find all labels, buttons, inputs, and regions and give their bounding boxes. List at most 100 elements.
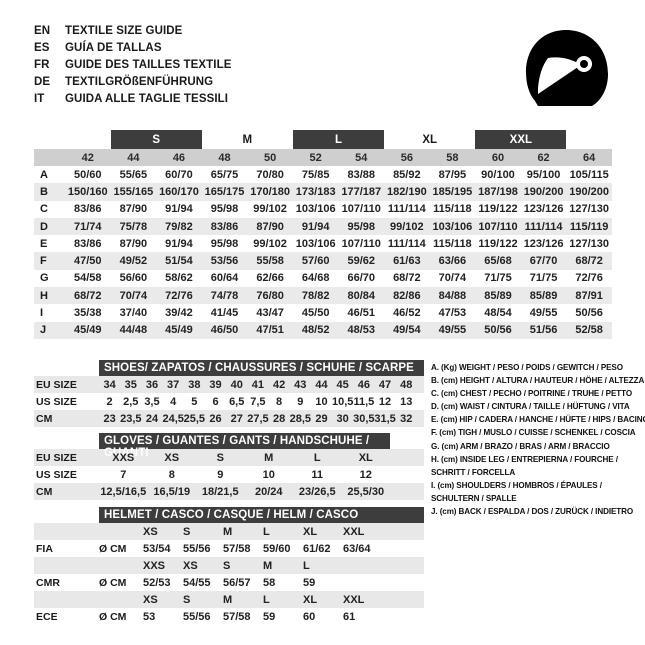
title-lang-fr: FR (34, 59, 50, 71)
table-cell: 10,5 (331, 395, 354, 408)
table-cell: 41 (251, 378, 265, 391)
cell-i-64: 50/56 (575, 307, 603, 320)
cell-c-42: 83/86 (74, 203, 102, 216)
cell-b-62: 190/200 (523, 185, 564, 198)
cell-b-52: 173/183 (295, 185, 336, 198)
cell-i-42: 35/38 (74, 307, 102, 320)
table-row: US SIZE 2 2,5 3,5 4 5 6 6,5 7,5 8 9 10 10,5 11,5 12 13 (34, 393, 424, 410)
cell-d-58: 103/106 (432, 220, 473, 233)
legend-line: E. (cm) HIP / CADERA / HANCHE / HÜFTE / … (431, 415, 645, 425)
cell-j-44: 44/48 (119, 324, 148, 337)
cell-b-58: 185/195 (432, 185, 473, 198)
table-cell: 31,5 (374, 412, 396, 425)
helmet-unit-spacer (99, 557, 141, 574)
title-row-en: EN TEXTILE SIZE GUIDE (34, 25, 232, 38)
cell-f-58: 63/66 (438, 255, 467, 268)
helmet-unit-label: Ø CM (99, 576, 127, 589)
cell-a-58: 87/95 (438, 168, 467, 181)
helmet-size-label: L (303, 559, 310, 572)
title-lang-de: DE (34, 76, 51, 88)
helmet-table-body: XS S M L XL XXL FIA Ø CM 53/54 55/56 57/58 59/60 61/… (34, 523, 424, 625)
cell-d-62: 111/114 (524, 220, 563, 233)
cell-a-64: 105/115 (569, 168, 609, 181)
helmet-standard-fia: FIA (36, 542, 53, 555)
cell-a-42: 50/60 (74, 168, 102, 181)
gloves-table: GLOVES / GUANTES / GANTS / HANDSCHUHE / … (34, 433, 424, 500)
helmet-unit-spacer (99, 591, 141, 608)
table-cell: 42 (272, 378, 286, 391)
helmet-size-row-spacer (34, 523, 99, 540)
cell-j-46: 45/49 (165, 324, 193, 337)
cell-j-54: 48/53 (347, 324, 376, 337)
table-cell: 16,5/19 (153, 485, 191, 498)
table-cell: 12,5/16,5 (100, 485, 147, 498)
table-cell: 6,5 (229, 395, 245, 408)
numeric-size-42: 42 (81, 151, 94, 164)
size-band-xxl: XXL (475, 130, 567, 149)
table-row: CMR Ø CM 52/53 54/55 56/57 58 59 (34, 574, 424, 591)
table-cell: 10 (262, 468, 275, 481)
cell-b-54: 177/187 (341, 185, 382, 198)
row-label-eu-size: EU SIZE (36, 451, 77, 464)
cell-h-56: 82/86 (393, 289, 421, 302)
cell-b-42: 150/160 (67, 185, 108, 198)
cell-d-48: 83/86 (210, 220, 239, 233)
cell-j-62: 51/56 (529, 324, 558, 337)
gloves-table-heading: GLOVES / GUANTES / GANTS / HANDSCHUHE / … (99, 433, 390, 459)
table-cell: 34 (103, 378, 116, 391)
table-cell: 9 (217, 468, 224, 481)
table-cell: 54/55 (183, 576, 211, 589)
cell-h-64: 87/91 (575, 289, 603, 302)
title-row-fr: FR GUIDE DES TAILLES TEXTILE (34, 59, 232, 72)
table-cell: 60 (303, 610, 316, 623)
table-cell: 23 (103, 412, 116, 425)
cell-e-60: 119/122 (478, 237, 518, 250)
table-cell: XXS (112, 451, 135, 464)
cell-h-44: 70/74 (119, 289, 148, 302)
numeric-size-56: 56 (400, 151, 413, 164)
row-label-j: J (40, 324, 47, 337)
helmet-size-label: XS (143, 525, 158, 538)
table-row: H 68/72 70/74 72/76 74/78 76/80 78/82 80/84 82/8… (34, 287, 612, 305)
table-cell: 29 (315, 412, 328, 425)
cell-j-50: 47/51 (256, 324, 284, 337)
table-cell: 7 (120, 468, 127, 481)
helmet-size-label: XL (303, 525, 318, 538)
helmet-standard-ece: ECE (36, 610, 58, 623)
cell-j-58: 49/55 (438, 324, 467, 337)
legend-line: A. (Kg) WEIGHT / PESO / POIDS / GEWITCH … (431, 363, 623, 372)
cell-g-42: 54/58 (74, 272, 102, 285)
table-cell: 9 (297, 395, 304, 408)
cell-i-52: 45/50 (301, 307, 330, 320)
legend-line: I. (cm) SHOULDERS / HOMBROS / ÉPAULES / (431, 480, 602, 490)
cell-a-54: 83/88 (347, 168, 376, 181)
table-cell: 46 (357, 378, 370, 391)
table-cell: 26 (209, 412, 222, 425)
size-band-xl: XL (422, 133, 438, 146)
table-cell: 3,5 (144, 395, 160, 408)
cell-b-48: 165/175 (204, 185, 245, 198)
cell-a-56: 85/92 (393, 168, 421, 181)
cell-j-56: 49/54 (393, 324, 421, 337)
size-band-m: M (242, 133, 253, 146)
cell-j-52: 48/52 (301, 324, 330, 337)
cell-a-46: 60/70 (165, 168, 193, 181)
table-row: F 47/50 49/52 51/54 53/56 55/58 57/60 59/62 61/6… (34, 252, 612, 270)
shoes-table-heading: SHOES/ ZAPATOS / CHAUSSURES / SCHUHE / S… (99, 360, 424, 376)
cell-d-44: 75/78 (119, 220, 148, 233)
table-cell: 8 (168, 468, 175, 481)
legend-line: SCHULTERN / SPALLE (431, 493, 517, 503)
legend-line: H. (cm) INSIDE LEG / ENTREPIERNA / FOURC… (431, 454, 618, 464)
table-cell: 37 (167, 378, 180, 391)
helmet-size-label: XL (303, 593, 318, 606)
helmet-size-label (341, 557, 381, 574)
title-row-de: DE TEXTILGRÖßENFÜHRUNG (34, 76, 232, 89)
row-label-b: B (40, 185, 48, 198)
helmet-table: HELMET / CASCO / CASQUE / HELM / CASCO X… (34, 507, 424, 625)
table-cell: S (216, 451, 224, 464)
row-label-cm: CM (36, 412, 53, 425)
table-cell: M (264, 451, 274, 464)
row-label-us-size: US SIZE (36, 468, 77, 481)
cell-j-64: 52/58 (575, 324, 603, 337)
legend-line: C. (cm) CHEST / PECHO / POITRINE / TRUHE… (431, 389, 633, 399)
